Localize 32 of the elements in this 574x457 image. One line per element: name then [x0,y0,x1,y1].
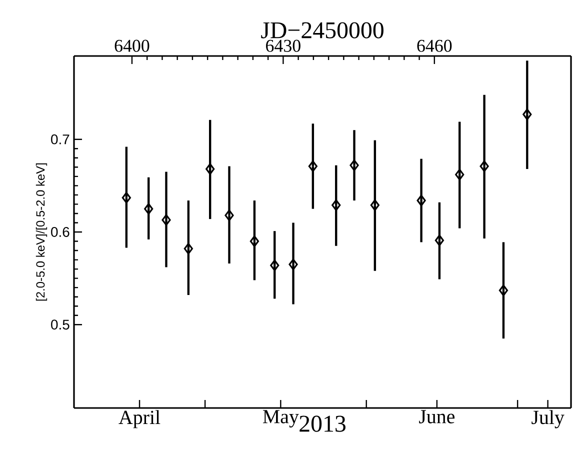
x-tick-label: May [262,410,299,428]
point [308,160,318,172]
point [522,108,532,120]
point [224,210,234,222]
point [162,214,171,226]
point [122,192,131,204]
point [498,284,508,296]
point [434,234,444,246]
y-tick-label: 0.7 [51,134,70,144]
x2-tick-label: 6460 [417,40,452,52]
point [250,235,260,248]
point [455,168,464,180]
x-tick-label: April [118,410,160,428]
point [416,194,426,206]
point [270,260,280,272]
point [144,203,154,215]
point [350,160,359,172]
point [184,242,193,254]
point [370,199,380,211]
y-tick-label: 0.5 [51,320,70,330]
x-tick-label: July [532,410,564,428]
x-axis-title: 2013 [300,416,346,432]
point [288,258,298,270]
point [480,160,489,172]
x2-tick-label: 6400 [114,40,150,52]
x-tick-label: June [419,410,454,424]
x2-tick-label: 6430 [266,40,300,52]
x2-axis-title: JD−2450000 [261,22,384,38]
y-tick-label: 0.6 [51,227,70,237]
point [332,199,341,211]
y-axis-title: [2.0-5.0 keV]/[0.5-2.0 keV] [36,163,48,301]
point [206,163,215,175]
